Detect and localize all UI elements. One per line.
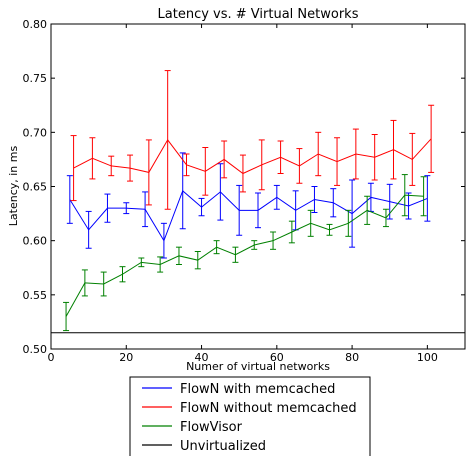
x-tick-label: 20 (119, 351, 133, 364)
legend-box (129, 376, 371, 456)
plot-frame (50, 23, 466, 350)
y-tick-label: 0.60 (23, 235, 48, 248)
y-tick-label: 0.65 (23, 181, 48, 194)
chart-title: Latency vs. # Virtual Networks (158, 7, 359, 22)
series-1 (70, 70, 435, 210)
x-tick-label: 40 (195, 351, 209, 364)
series-0 (66, 152, 431, 259)
series-line (65, 194, 424, 317)
legend-label: FlowN without memcached (180, 401, 357, 416)
x-tick-label: 80 (345, 351, 359, 364)
y-tick-label: 0.55 (23, 289, 48, 302)
plot-area (51, 70, 465, 334)
series-line (69, 189, 428, 242)
series-line (73, 138, 432, 175)
x-tick-label: 0 (48, 351, 55, 364)
y-tick-label: 0.75 (23, 72, 48, 85)
y-tick-label: 0.80 (23, 18, 48, 31)
x-axis-label: Numer of virtual networks (186, 360, 330, 373)
axes: 0 20 40 60 80 100 0.50 0.55 0.60 0.65 0.70 0.75 0.80 (23, 18, 465, 364)
y-tick-label: 0.70 (23, 126, 48, 139)
x-tick-label: 100 (417, 351, 438, 364)
legend-label: FlowVisor (180, 420, 243, 435)
x-tick-label: 60 (270, 351, 284, 364)
legend-label: FlowN with memcached (180, 382, 335, 397)
legend-label: Unvirtualized (180, 439, 266, 454)
y-axis-label: Latency, in ms (7, 146, 20, 227)
legend: FlowN with memcached FlowN without memcac… (129, 376, 371, 456)
y-tick-label: 0.50 (23, 343, 48, 356)
series-2 (63, 174, 427, 332)
